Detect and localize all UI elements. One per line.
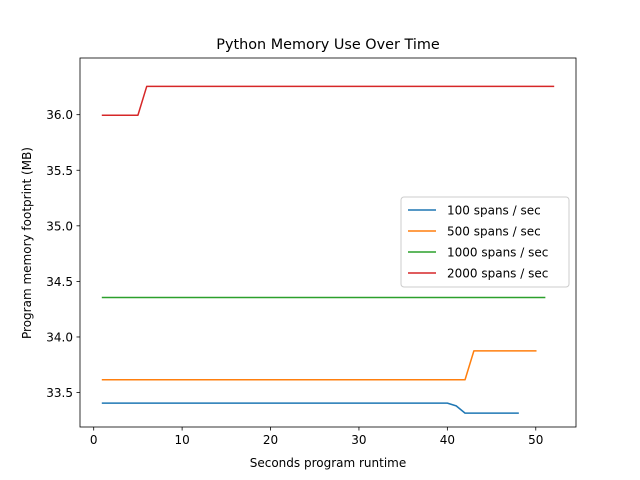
y-tick-label: 34.5 xyxy=(46,275,73,289)
x-tick-label: 30 xyxy=(351,433,366,447)
y-tick-label: 33.5 xyxy=(46,386,73,400)
y-tick-label: 35.5 xyxy=(46,164,73,178)
x-tick-label: 50 xyxy=(528,433,543,447)
y-axis: 33.5 34.0 34.5 35.0 35.5 36.0 xyxy=(46,108,80,400)
x-tick-label: 0 xyxy=(90,433,98,447)
series-line-2 xyxy=(101,350,537,381)
legend-box xyxy=(400,196,570,288)
legend: 100 spans / sec 500 spans / sec 1000 spans… xyxy=(400,196,570,288)
x-axis: 0 10 20 30 40 50 xyxy=(90,427,543,447)
plot-lines xyxy=(101,85,555,414)
y-axis-title: Program memory footprint (MB) xyxy=(20,147,34,339)
series-line-1 xyxy=(101,402,519,414)
x-tick-label: 20 xyxy=(263,433,278,447)
x-tick-label: 10 xyxy=(174,433,189,447)
legend-label: 100 spans / sec xyxy=(447,204,541,218)
x-tick-label: 40 xyxy=(440,433,455,447)
y-tick-label: 35.0 xyxy=(46,219,73,233)
legend-label: 2000 spans / sec xyxy=(447,267,548,281)
y-tick-label: 36.0 xyxy=(46,108,73,122)
x-axis-title: Seconds program runtime xyxy=(250,456,407,470)
legend-label: 1000 spans / sec xyxy=(447,246,548,260)
legend-label: 500 spans / sec xyxy=(447,225,541,239)
chart-title: Python Memory Use Over Time xyxy=(216,37,440,53)
y-tick-label: 34.0 xyxy=(46,330,73,344)
series-line-4 xyxy=(101,85,555,116)
plot-frame xyxy=(79,57,577,428)
